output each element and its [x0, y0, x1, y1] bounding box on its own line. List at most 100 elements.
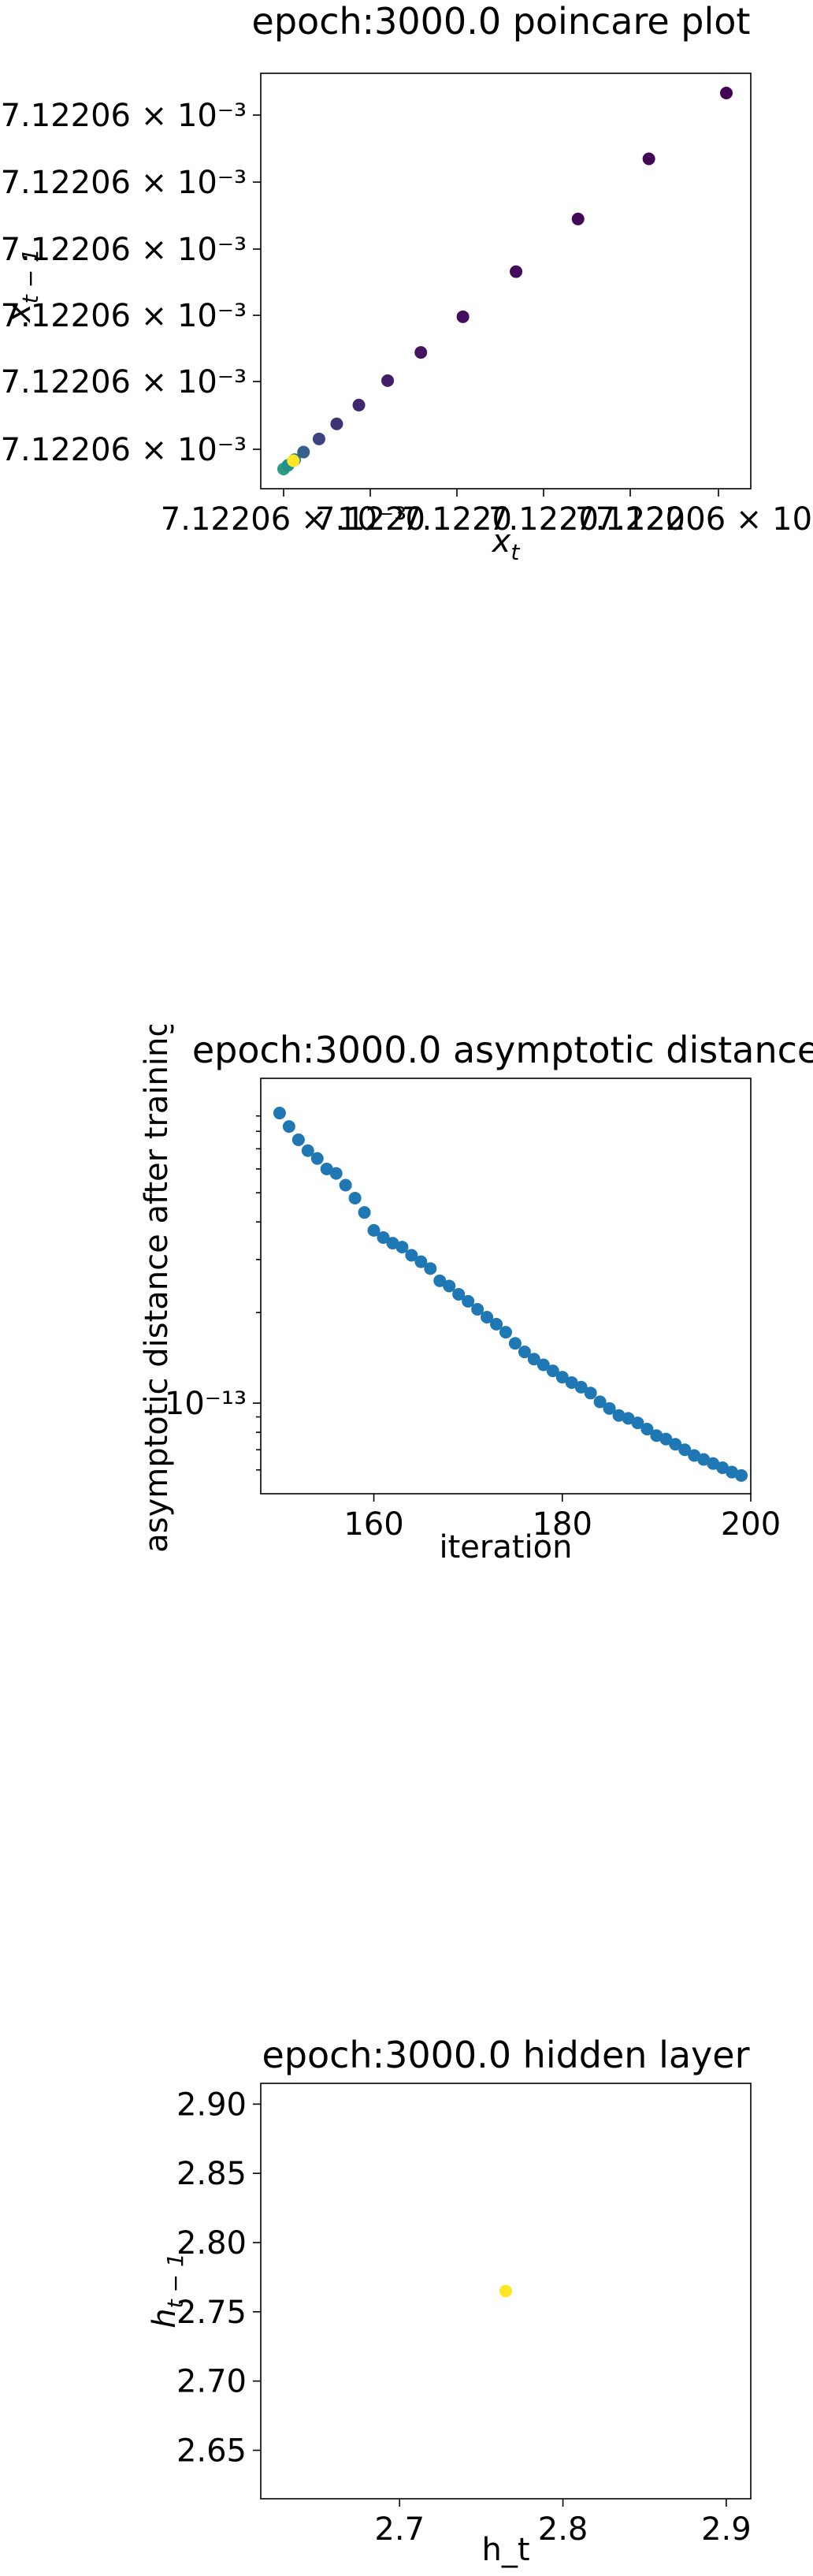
data-point — [490, 1317, 503, 1331]
x-tick-label: 160 — [343, 1506, 403, 1543]
x-tick-label: 180 — [533, 1506, 592, 1543]
poincare-chart: epoch:3000.0 poincare plot 7.12206 × 10⁻… — [1, 0, 813, 565]
x-tick-label: 200 — [721, 1506, 781, 1543]
data-point — [716, 1461, 729, 1475]
data-point — [395, 1241, 409, 1254]
data-point — [499, 1326, 512, 1339]
y-tick-label: 10⁻¹³ — [165, 1386, 247, 1422]
y-tick-label: 7.12206 × 10⁻³ — [1, 165, 247, 201]
data-point — [527, 1353, 540, 1366]
data-point — [697, 1453, 711, 1466]
data-point — [330, 417, 343, 430]
data-point — [631, 1416, 644, 1430]
data-point — [291, 1133, 305, 1146]
data-point — [443, 1279, 456, 1293]
x-ticks: 7.12206 × 10⁻³7.12207.12207.12207.12207.… — [161, 489, 813, 538]
y-axis-label: asymptotic distance after training — [139, 1025, 175, 1553]
data-point — [571, 212, 585, 225]
data-point — [659, 1432, 673, 1446]
data-point — [424, 1262, 437, 1275]
chart-title: epoch:3000.0 poincare plot — [252, 0, 751, 43]
data-point — [622, 1412, 635, 1425]
data-point — [471, 1303, 484, 1316]
y-tick-label: 2.80 — [176, 2225, 247, 2261]
x-tick-label: 7.1220 — [315, 501, 425, 538]
data-points — [499, 2284, 512, 2298]
data-point — [297, 445, 310, 459]
data-point — [481, 1311, 494, 1324]
y-ticks: 2.65 2.70 2.75 2.80 2.85 2.90 — [176, 2086, 261, 2470]
data-point — [405, 1249, 418, 1262]
data-point — [678, 1443, 692, 1457]
data-point — [462, 1294, 475, 1308]
data-point — [367, 1223, 381, 1237]
data-point — [282, 1120, 295, 1134]
data-point — [339, 1178, 352, 1192]
y-tick-label: 2.85 — [176, 2156, 247, 2192]
x-axis-label: h_t — [481, 2532, 529, 2568]
plot-frame — [260, 1078, 752, 1495]
data-point — [433, 1274, 447, 1287]
x-tick-label: 7.1220 — [488, 501, 599, 538]
data-point — [310, 1152, 324, 1165]
y-tick-label: 2.70 — [176, 2364, 247, 2400]
y-tick-label: 7.12206 × 10⁻³ — [1, 98, 247, 134]
data-point — [669, 1438, 682, 1451]
data-point — [603, 1402, 616, 1415]
data-point — [377, 1230, 390, 1244]
data-point — [508, 1337, 522, 1350]
data-point — [593, 1395, 607, 1409]
data-point — [546, 1364, 559, 1378]
data-point — [381, 374, 395, 387]
x-tick-label: 2.7 — [374, 2511, 425, 2548]
data-point — [536, 1358, 550, 1372]
y-tick-label: 7.12206 × 10⁻³ — [1, 298, 247, 334]
x-ticks: 160 180 200 — [343, 1494, 781, 1543]
data-point — [688, 1449, 701, 1462]
y-tick-label: 2.65 — [176, 2433, 247, 2470]
x-ticks: 2.7 2.8 2.9 — [374, 2499, 752, 2548]
y-ticks: 7.12206 × 10⁻³ 7.12206 × 10⁻³ 7.12206 × 10… — [1, 98, 261, 468]
data-point — [386, 1237, 399, 1250]
chart-title: epoch:3000.0 hidden layer — [262, 2034, 750, 2076]
chart-title: epoch:3000.0 asymptotic distance — [192, 1029, 813, 1071]
y-tick-label: 7.12206 × 10⁻³ — [1, 232, 247, 268]
x-tick-label: 2.8 — [538, 2511, 588, 2548]
y-axis-label: xt − 1 — [2, 248, 43, 324]
data-point — [414, 1255, 428, 1268]
x-tick-label: 7.1220 — [402, 501, 512, 538]
plot-frame — [260, 2083, 752, 2500]
data-point — [499, 2284, 512, 2298]
y-tick-label: 2.90 — [176, 2086, 247, 2123]
y-tick-label: 7.12206 × 10⁻³ — [1, 364, 247, 400]
data-point — [584, 1387, 597, 1400]
data-point — [735, 1469, 748, 1482]
data-point — [642, 152, 655, 166]
x-tick-label: 7.12206 × 10⁻³ — [161, 501, 406, 538]
hidden-layer-chart: epoch:3000.0 hidden layer 2.652.702.752.… — [147, 2034, 752, 2568]
data-points — [273, 1107, 748, 1482]
data-point — [456, 310, 470, 323]
x-tick-label: 2.9 — [701, 2511, 752, 2548]
data-point — [312, 432, 325, 445]
x-axis-label: iteration — [440, 1529, 573, 1565]
data-point — [301, 1144, 314, 1157]
y-tick-label: 7.12206 × 10⁻³ — [1, 432, 247, 468]
plot-frame — [260, 73, 752, 490]
data-point — [720, 87, 733, 99]
x-tick-label: 7.12206 × 10⁻³ — [596, 501, 813, 538]
data-point — [287, 454, 300, 467]
x-axis-label: xt — [491, 523, 521, 565]
data-point — [329, 1167, 343, 1180]
data-point — [452, 1287, 466, 1301]
y-ticks: 10⁻¹³ — [165, 1115, 261, 1471]
data-point — [352, 398, 366, 411]
data-point — [510, 265, 523, 278]
x-tick-label: 7.1220 — [575, 501, 685, 538]
data-point — [348, 1191, 362, 1204]
data-point — [565, 1376, 578, 1390]
data-point — [574, 1380, 588, 1394]
y-axis-label: ht − 1 — [147, 2253, 188, 2328]
data-point — [555, 1371, 569, 1384]
data-point — [358, 1206, 371, 1219]
